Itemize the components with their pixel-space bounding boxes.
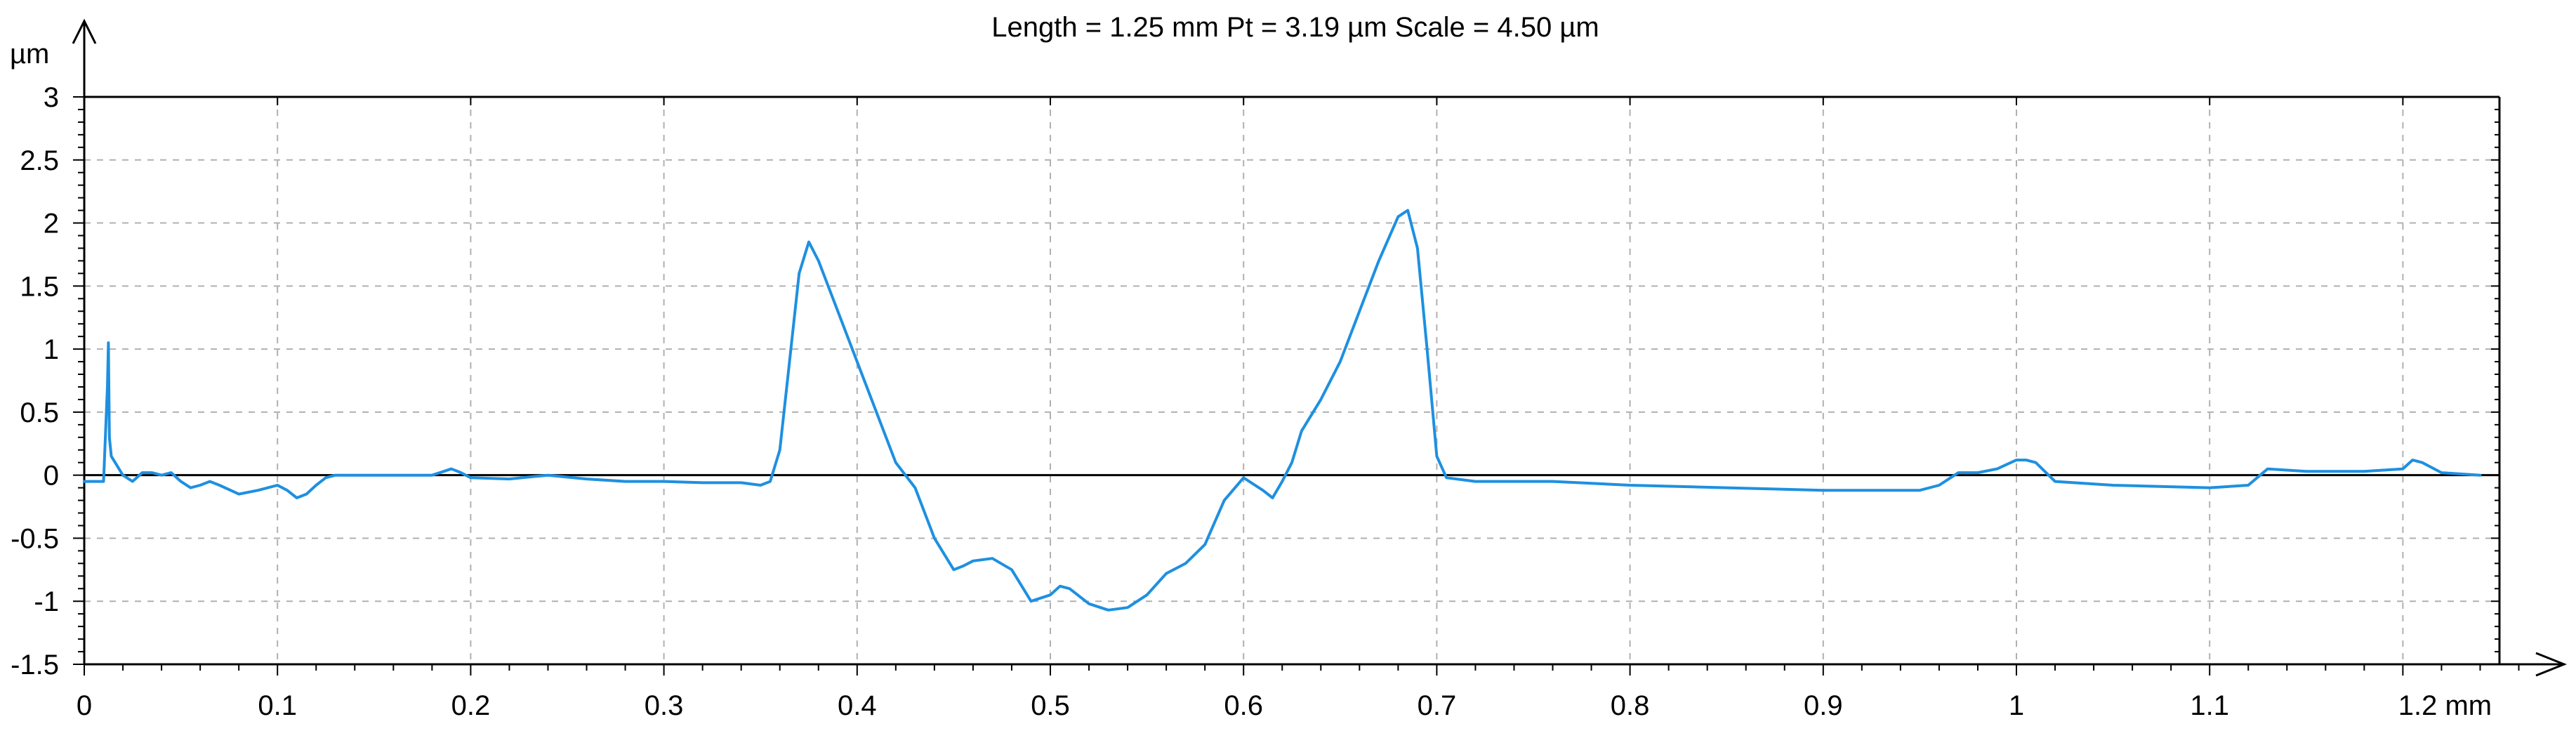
y-tick-label: 1.5 xyxy=(20,271,59,302)
chart-title: Length = 1.25 mm Pt = 3.19 µm Scale = 4.… xyxy=(991,12,1599,43)
x-tick-label: 0.8 xyxy=(1611,690,1650,721)
x-tick-label: 0.5 xyxy=(1031,690,1070,721)
x-tick-label: 1.1 xyxy=(2190,690,2229,721)
y-tick-label: 0.5 xyxy=(20,397,59,428)
x-tick-label: 0.4 xyxy=(838,690,877,721)
y-tick-label: 3 xyxy=(44,82,59,113)
y-tick-label: 2 xyxy=(44,209,59,239)
axes xyxy=(72,18,2568,677)
x-axis-arrow xyxy=(2535,652,2568,677)
x-tick-label: 0 xyxy=(77,690,92,721)
x-tick-label: 0.2 xyxy=(451,690,491,721)
x-tick-label: 1.2 mm xyxy=(2398,690,2492,721)
profile-line xyxy=(83,209,2482,612)
y-tick-label: -0.5 xyxy=(11,523,59,554)
tick-labels: 0 0.1 0.2 0.3 0.4 0.5 0.6 0.7 0.8 0.9 1 1.1 1.2 mm 3 2… xyxy=(11,82,2492,721)
y-tick-label: 0 xyxy=(44,461,59,492)
y-axis-arrow xyxy=(72,18,97,44)
profile-series xyxy=(83,209,2482,612)
y-tick-label: 2.5 xyxy=(20,145,59,176)
y-tick-label: 1 xyxy=(44,334,59,365)
x-tick-label: 0.9 xyxy=(1804,690,1843,721)
y-tick-label: -1.5 xyxy=(11,650,59,680)
y-tick-label: -1 xyxy=(34,586,59,617)
tick-marks xyxy=(73,96,2520,676)
y-axis-unit-label: µm xyxy=(10,39,49,70)
x-tick-label: 0.6 xyxy=(1224,690,1263,721)
x-tick-label: 0.1 xyxy=(258,690,297,721)
x-tick-label: 0.3 xyxy=(645,690,684,721)
x-tick-label: 0.7 xyxy=(1418,690,1457,721)
x-tick-label: 1 xyxy=(2009,690,2024,721)
